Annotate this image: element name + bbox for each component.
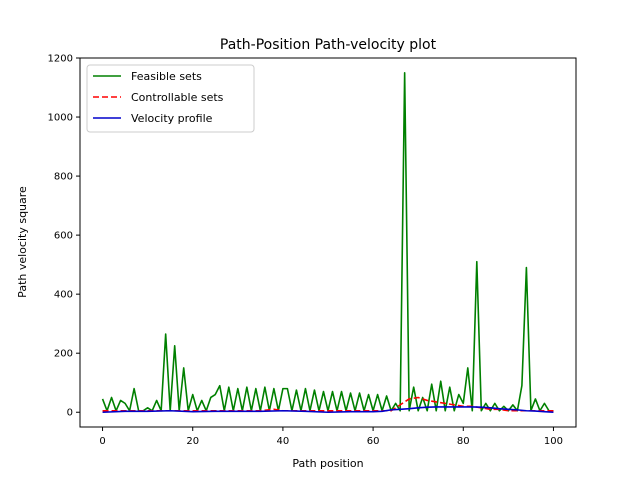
legend: Feasible sets Controllable sets Velocity p… — [86, 64, 255, 133]
y-tick-label: 1200 — [48, 54, 73, 65]
y-tick-label: 400 — [54, 290, 73, 301]
x-tick-label: 80 — [457, 436, 470, 447]
legend-label: Feasible sets — [131, 70, 202, 83]
y-tick-label: 0 — [67, 408, 73, 419]
x-tick-label: 20 — [186, 436, 199, 447]
x-tick-label: 40 — [277, 436, 290, 447]
legend-label: Controllable sets — [131, 91, 224, 104]
series-line-controllable-sets — [102, 396, 554, 412]
y-tick-label: 200 — [54, 349, 73, 360]
y-axis-label: Path velocity square — [16, 186, 29, 298]
x-tick-label: 100 — [544, 436, 563, 447]
x-axis-label: Path position — [292, 457, 363, 470]
legend-box — [86, 64, 255, 133]
series-line-velocity-profile — [102, 406, 554, 414]
y-tick-label: 600 — [54, 231, 73, 242]
legend-label: Velocity profile — [131, 112, 213, 125]
chart-title: Path-Position Path-velocity plot — [220, 37, 437, 53]
plot-area — [101, 71, 554, 414]
plot-frame — [79, 57, 577, 428]
y-tick-label: 1000 — [48, 113, 73, 124]
x-tick-label: 60 — [367, 436, 380, 447]
y-tick-label: 800 — [54, 172, 73, 183]
x-tick-label: 0 — [99, 436, 105, 447]
